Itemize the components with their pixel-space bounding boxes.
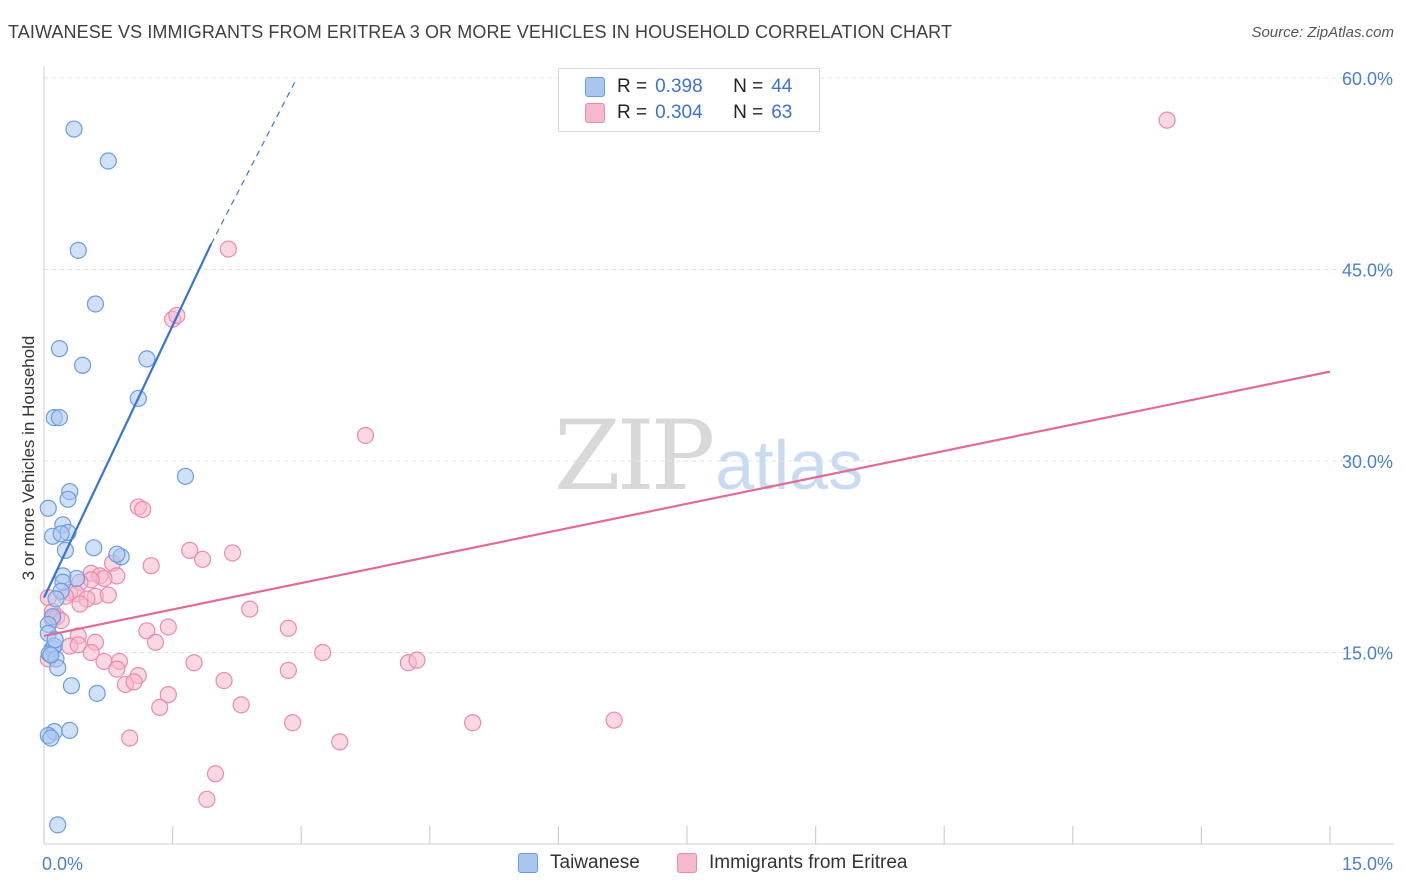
watermark: ZIPatlas xyxy=(554,400,863,512)
legend-n-label: N = xyxy=(733,76,764,97)
taiwanese-point xyxy=(85,539,103,557)
series-legend-label: Taiwanese xyxy=(550,852,640,873)
x-tick-label: 15.0% xyxy=(1342,854,1393,874)
taiwanese-point xyxy=(88,684,106,702)
taiwanese-point xyxy=(47,590,65,608)
series-legend-eritrea: Immigrants from Eritrea xyxy=(677,852,907,874)
taiwanese-point xyxy=(176,467,195,485)
legend-r-label: R = xyxy=(617,76,648,97)
eritrea-point xyxy=(181,541,199,559)
eritrea-point xyxy=(125,673,143,691)
eritrea-point xyxy=(284,714,302,732)
eritrea-point xyxy=(198,790,216,808)
taiwanese-point xyxy=(42,646,60,664)
eritrea-point xyxy=(232,696,250,714)
series-legend-taiwanese: Taiwanese xyxy=(518,852,640,874)
series-swatch-eritrea xyxy=(677,853,697,873)
y-tick-label: 45.0% xyxy=(1342,261,1393,281)
taiwanese-point xyxy=(65,120,83,138)
eritrea-point xyxy=(605,711,623,729)
eritrea-point xyxy=(206,765,225,783)
watermark-atlas: atlas xyxy=(715,426,864,504)
eritrea-point xyxy=(69,636,87,654)
legend-row-eritrea: R = 0.304 N = 63 xyxy=(585,101,792,125)
eritrea-point xyxy=(82,643,100,662)
eritrea-point xyxy=(138,622,156,640)
taiwanese-point xyxy=(99,152,117,170)
legend-n-value: 44 xyxy=(771,76,793,97)
legend-swatch-taiwanese xyxy=(585,77,605,97)
eritrea-point xyxy=(133,500,152,519)
eritrea-point xyxy=(142,557,160,575)
eritrea-point xyxy=(279,661,297,679)
taiwanese-point xyxy=(108,545,126,563)
source-label: Source: ZipAtlas.com xyxy=(1251,24,1394,41)
legend-r-value: 0.398 xyxy=(655,76,703,97)
taiwanese-point xyxy=(62,677,81,695)
taiwanese-point xyxy=(73,356,92,374)
eritrea-point xyxy=(464,714,482,732)
legend-n-value: 63 xyxy=(771,102,793,123)
eritrea-trend-line xyxy=(43,370,1331,637)
eritrea-point xyxy=(108,660,126,678)
eritrea-point xyxy=(279,619,297,637)
series-swatch-taiwanese xyxy=(518,853,538,873)
legend-r-label: R = xyxy=(617,102,648,123)
series-legend: Taiwanese Immigrants from Eritrea xyxy=(0,852,1406,876)
taiwanese-trend-line xyxy=(43,243,213,599)
eritrea-point xyxy=(185,654,203,672)
legend-n-label: N = xyxy=(733,102,764,123)
legend-row-taiwanese: R = 0.398 N = 44 xyxy=(585,75,792,99)
eritrea-point xyxy=(151,698,169,716)
eritrea-point xyxy=(215,671,233,690)
taiwanese-trend-extension xyxy=(210,77,298,245)
eritrea-point xyxy=(331,733,349,751)
taiwanese-point xyxy=(42,729,60,747)
legend-r-value: 0.304 xyxy=(655,102,703,123)
taiwanese-point xyxy=(50,340,69,358)
eritrea-point xyxy=(121,729,139,747)
eritrea-point xyxy=(314,643,332,662)
eritrea-point xyxy=(241,600,259,618)
eritrea-point xyxy=(99,586,117,604)
taiwanese-point xyxy=(39,499,57,517)
eritrea-point xyxy=(219,240,237,258)
y-tick-label: 60.0% xyxy=(1342,69,1393,89)
series-legend-label: Immigrants from Eritrea xyxy=(709,852,908,873)
taiwanese-point xyxy=(59,490,77,508)
chart-title: TAIWANESE VS IMMIGRANTS FROM ERITREA 3 O… xyxy=(8,22,953,42)
eritrea-point xyxy=(71,595,89,613)
taiwanese-point xyxy=(86,295,105,313)
y-tick-label: 15.0% xyxy=(1342,644,1393,664)
taiwanese-point xyxy=(138,350,156,368)
watermark-zip: ZIP xyxy=(554,400,715,512)
x-tick-label: 0.0% xyxy=(42,854,83,874)
eritrea-point xyxy=(194,550,212,568)
eritrea-point xyxy=(224,544,242,562)
taiwanese-point xyxy=(49,816,67,834)
eritrea-point xyxy=(408,651,426,669)
taiwanese-point xyxy=(50,408,69,427)
legend-swatch-eritrea xyxy=(585,103,605,123)
correlation-legend: R = 0.398 N = 44 R = 0.304 N = 63 xyxy=(558,68,820,132)
y-tick-label: 30.0% xyxy=(1342,452,1393,472)
eritrea-point xyxy=(356,426,375,445)
taiwanese-point xyxy=(69,241,87,259)
taiwanese-point xyxy=(61,721,79,739)
eritrea-point xyxy=(1158,111,1176,129)
eritrea-point xyxy=(159,686,177,704)
eritrea-point xyxy=(146,633,165,651)
eritrea-point xyxy=(159,618,177,636)
taiwanese-point xyxy=(52,525,70,543)
